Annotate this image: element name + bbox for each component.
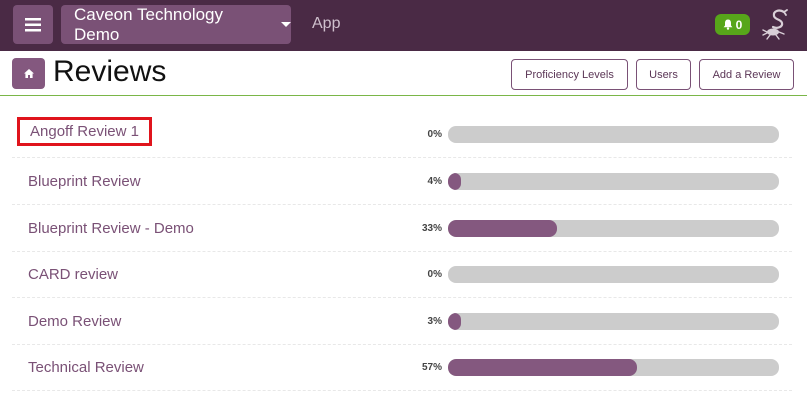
app-link[interactable]: App xyxy=(312,15,341,32)
menu-button[interactable] xyxy=(13,5,53,44)
page-title: Reviews xyxy=(53,55,167,88)
progress-fill xyxy=(448,313,461,330)
organization-dropdown[interactable]: Caveon Technology Demo xyxy=(61,5,291,44)
proficiency-levels-button[interactable]: Proficiency Levels xyxy=(511,59,628,90)
review-row: Technical Review 57% xyxy=(12,345,792,391)
notifications-badge[interactable]: 0 xyxy=(715,14,750,35)
progress-bar xyxy=(448,359,779,376)
review-row: Angoff Review 1 0% xyxy=(12,112,792,158)
progress-fill xyxy=(448,220,558,237)
scorpion-logo[interactable] xyxy=(762,8,792,42)
review-link[interactable]: Technical Review xyxy=(28,359,144,376)
home-button[interactable] xyxy=(12,58,45,89)
hamburger-icon xyxy=(25,17,41,31)
notification-count: 0 xyxy=(735,17,743,32)
top-navbar: Caveon Technology Demo App 0 xyxy=(0,0,807,51)
home-icon xyxy=(23,69,34,78)
progress-bar xyxy=(448,220,779,237)
caret-down-icon xyxy=(281,22,291,27)
review-link[interactable]: CARD review xyxy=(28,266,119,283)
users-button[interactable]: Users xyxy=(636,59,691,90)
review-percent: 3% xyxy=(427,316,442,327)
progress-bar xyxy=(448,266,779,283)
review-percent: 0% xyxy=(427,269,442,280)
review-link[interactable]: Angoff Review 1 xyxy=(17,117,152,146)
progress-fill xyxy=(448,359,637,376)
review-percent: 0% xyxy=(427,129,442,140)
bell-icon xyxy=(723,19,733,30)
review-row: CARD review 0% xyxy=(12,252,792,298)
progress-bar xyxy=(448,126,779,143)
review-link[interactable]: Demo Review xyxy=(28,313,122,330)
review-link[interactable]: Blueprint Review xyxy=(28,173,141,190)
review-percent: 33% xyxy=(421,223,442,234)
review-link[interactable]: Blueprint Review - Demo xyxy=(28,220,194,237)
review-row: Demo Review 3% xyxy=(12,299,792,345)
review-row: Blueprint Review 4% xyxy=(12,159,792,205)
progress-bar xyxy=(448,313,779,330)
progress-fill xyxy=(448,173,462,190)
organization-name: Caveon Technology Demo xyxy=(74,4,224,44)
add-review-button[interactable]: Add a Review xyxy=(699,59,794,90)
header-divider xyxy=(0,95,807,96)
review-row: Blueprint Review - Demo 33% xyxy=(12,206,792,252)
review-percent: 57% xyxy=(421,362,442,373)
review-percent: 4% xyxy=(427,176,442,187)
progress-bar xyxy=(448,173,779,190)
